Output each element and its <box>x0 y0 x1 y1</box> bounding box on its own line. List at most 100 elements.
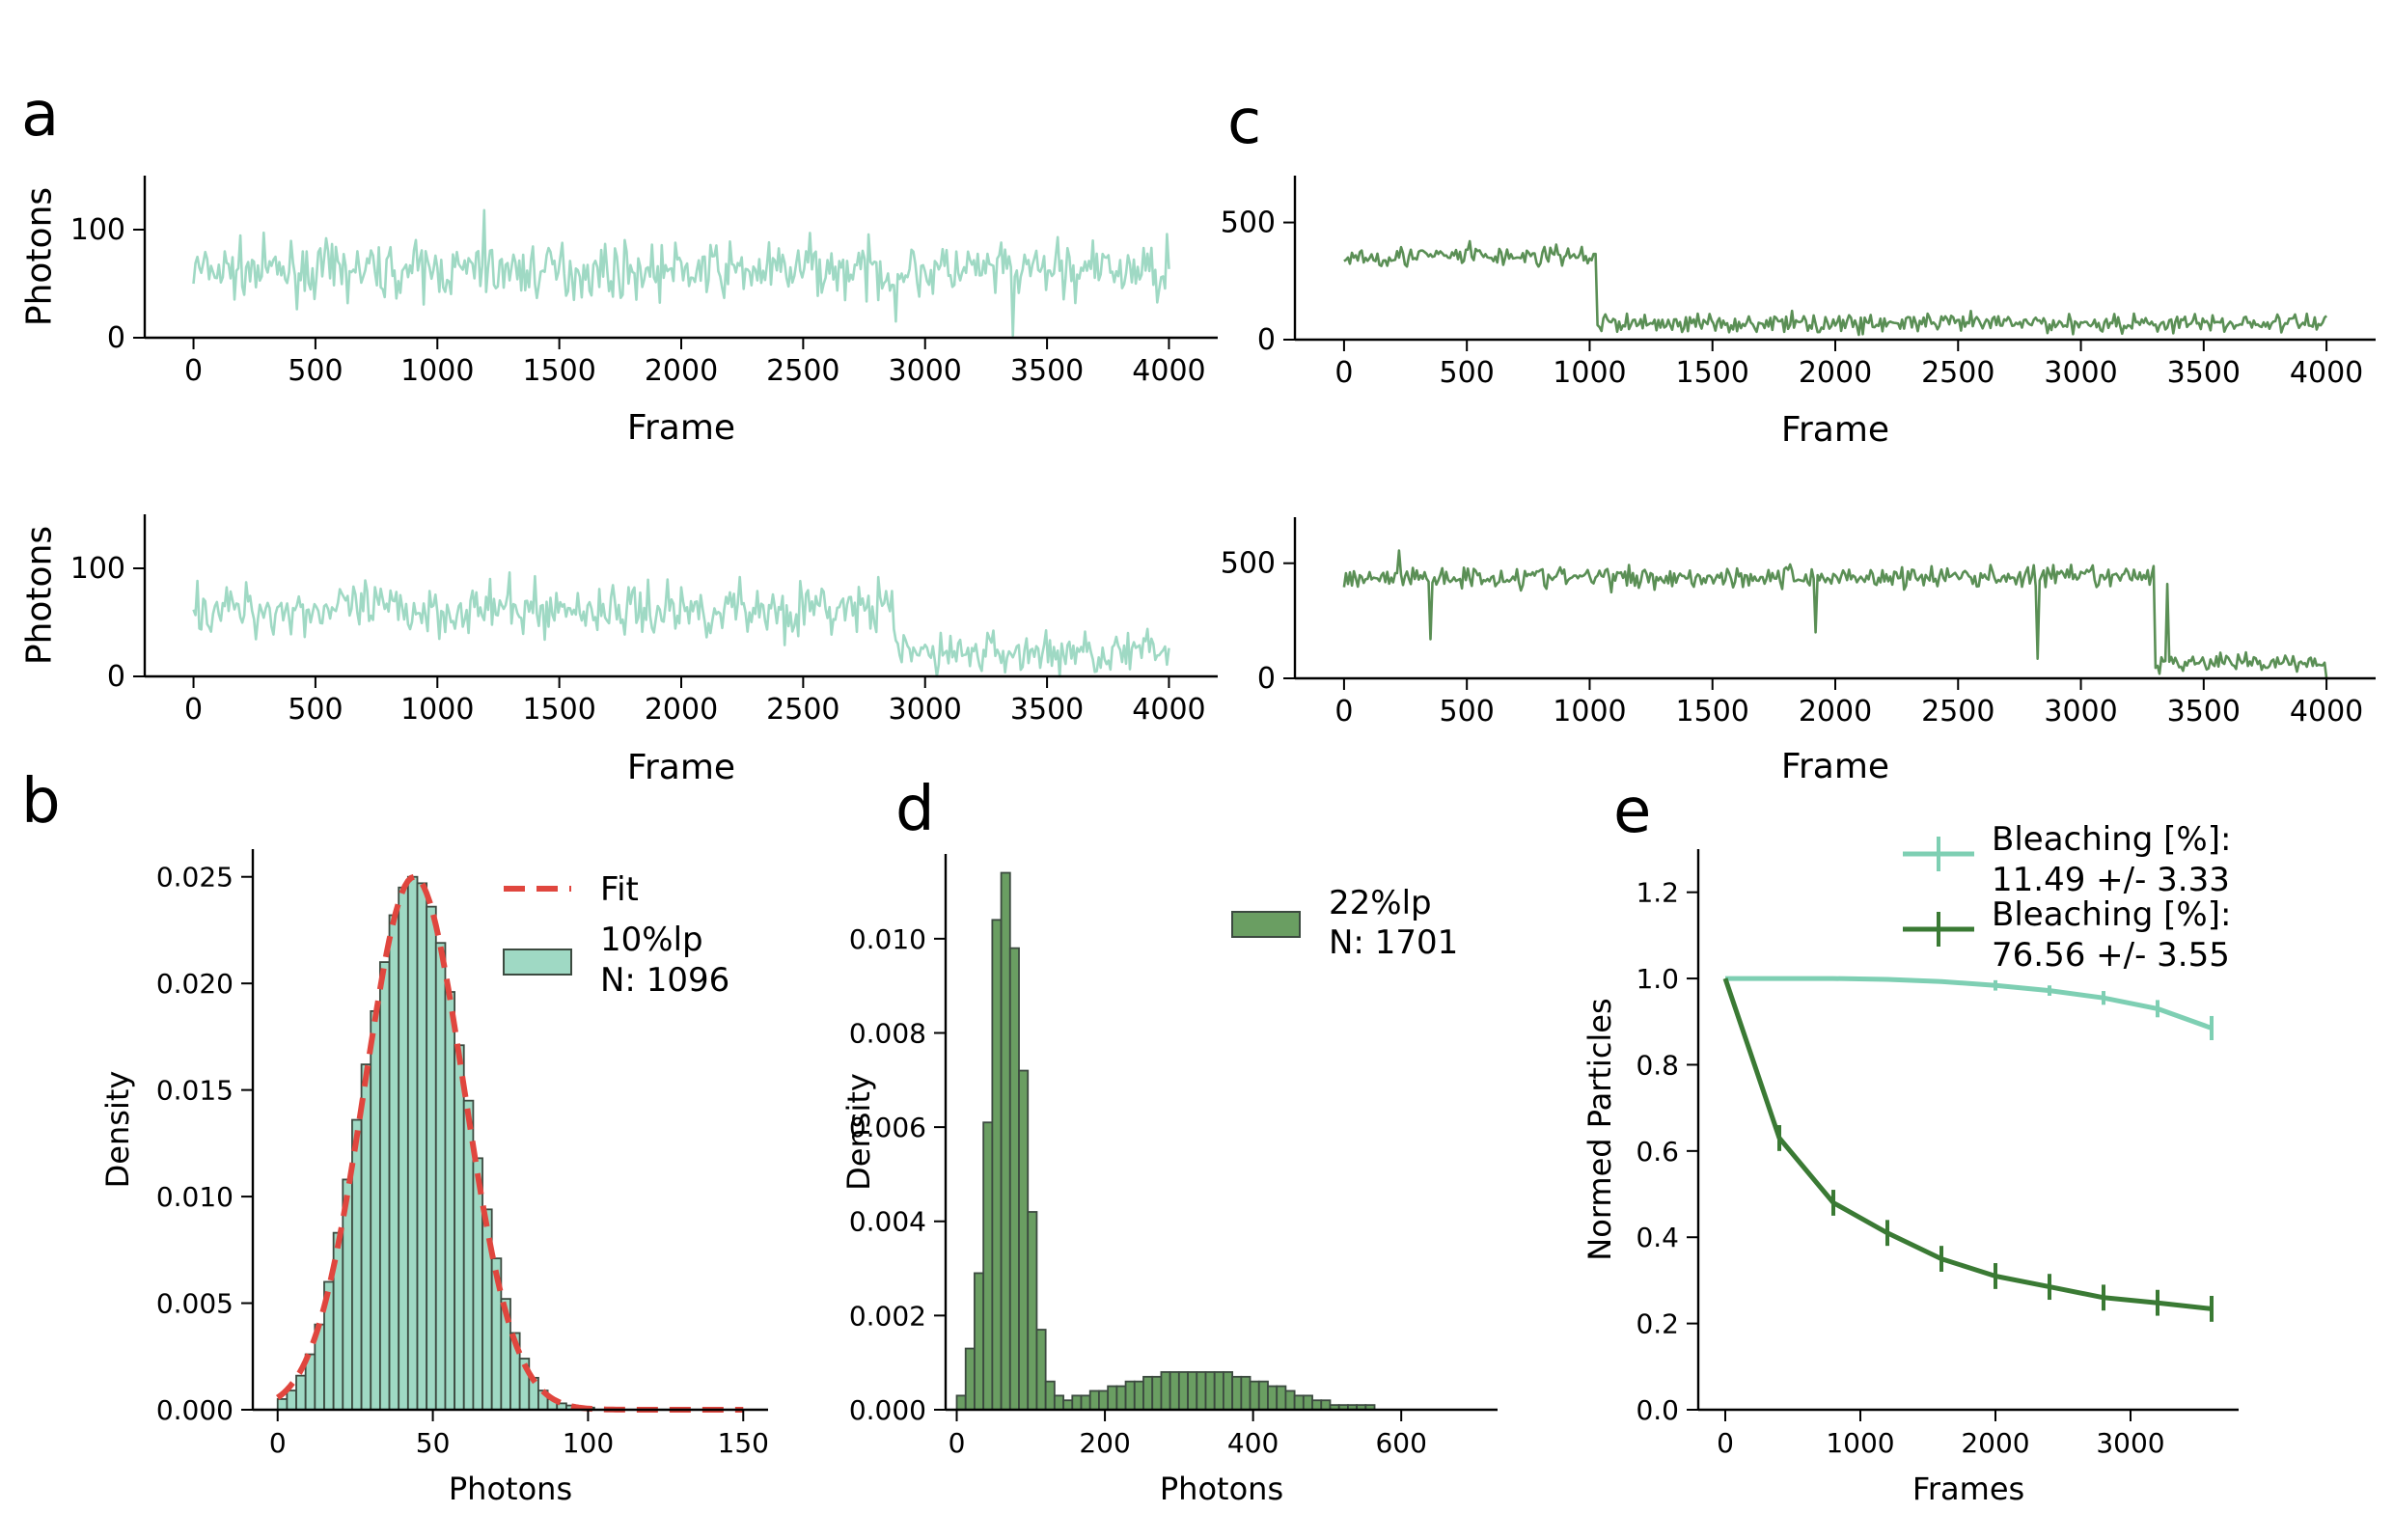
histogram-bar <box>276 1398 289 1411</box>
x-tick-label: 1500 <box>522 354 595 388</box>
histogram-bar <box>1027 1211 1038 1411</box>
histogram-bar <box>1196 1371 1207 1411</box>
x-axis-title: Frame <box>627 408 735 448</box>
y-tick-label: 0.004 <box>849 1206 926 1238</box>
histogram-bar <box>1213 1371 1224 1411</box>
x-tick-label: 3500 <box>1010 354 1084 388</box>
chart-c-top: 0 500 1000 1500 2000 2500 3000 3500 4000 0 500 Fram… <box>1221 176 2376 450</box>
x-tick-label: 3000 <box>889 354 962 388</box>
y-tick-label: 100 <box>70 552 125 586</box>
histogram-bar <box>974 1272 985 1411</box>
x-tick-label: 0 <box>1717 1427 1734 1459</box>
y-tick-label: 0.005 <box>156 1288 234 1320</box>
histogram-bar <box>286 1389 297 1411</box>
histogram-bar <box>1276 1385 1287 1411</box>
y-tick-label: 0.0 <box>1636 1394 1679 1426</box>
x-tick-label: 1000 <box>400 693 474 727</box>
x-axis-title: Photons <box>1160 1471 1283 1507</box>
x-tick-label: 1000 <box>1826 1427 1894 1459</box>
histogram-bar <box>1115 1385 1127 1411</box>
histogram-bar <box>370 1009 381 1411</box>
y-tick-label: 0.008 <box>849 1017 926 1049</box>
x-tick-label: 2000 <box>1799 356 1872 390</box>
x-tick-label: 2500 <box>766 693 839 727</box>
histogram-bar <box>1320 1399 1332 1411</box>
histogram-bar <box>1293 1394 1305 1411</box>
histogram-bar <box>991 919 1003 1411</box>
x-tick-label: 600 <box>1375 1427 1426 1459</box>
histogram-bar <box>1257 1380 1269 1411</box>
y-tick-label: 0.000 <box>156 1394 234 1426</box>
y-axis-title: Density <box>99 1071 136 1189</box>
histogram-bar <box>1044 1380 1056 1411</box>
panel-letter-d: d <box>895 774 935 845</box>
x-tick-label: 3500 <box>1010 693 1084 727</box>
x-tick-label: 3000 <box>889 693 962 727</box>
histogram-bar <box>1053 1394 1064 1411</box>
x-tick-label: 3500 <box>2167 695 2241 729</box>
histogram-bar <box>1000 871 1011 1411</box>
x-tick-label: 200 <box>1079 1427 1130 1459</box>
x-tick-label: 50 <box>416 1427 451 1459</box>
histogram-bar <box>1107 1385 1118 1411</box>
y-tick-label: 0.006 <box>849 1112 926 1143</box>
x-tick-label: 500 <box>288 354 343 388</box>
histogram-bar <box>1249 1380 1260 1411</box>
histogram-bar <box>1062 1399 1074 1411</box>
chart-a-top: 0 500 1000 1500 2000 2500 3000 3500 4000 0 100 Fram… <box>20 176 1218 448</box>
x-tick-label: 4000 <box>2290 356 2363 390</box>
x-tick-label: 3000 <box>2044 356 2117 390</box>
histogram-bar <box>378 961 391 1411</box>
y-tick-label: 0.4 <box>1636 1222 1679 1253</box>
y-tick-label: 0.015 <box>156 1075 234 1107</box>
legend-hist-label: 10%lp <box>600 921 703 959</box>
histogram-bar <box>1124 1380 1136 1411</box>
histogram-bar <box>1018 1069 1030 1411</box>
histogram-bar <box>1098 1389 1110 1411</box>
histogram-bar <box>1133 1380 1144 1411</box>
legend-hist-swatch <box>503 949 572 976</box>
histogram-bar <box>1142 1375 1154 1411</box>
x-axis-title: Photons <box>449 1471 572 1507</box>
histogram-bar <box>1151 1375 1163 1411</box>
panel-letter-c: c <box>1227 87 1261 158</box>
histogram-bar <box>388 914 400 1411</box>
x-tick-label: 0 <box>1334 695 1353 729</box>
histogram-bar <box>1267 1385 1279 1411</box>
x-tick-label: 4000 <box>1132 693 1205 727</box>
histogram-bar <box>1284 1389 1296 1411</box>
histogram-bar <box>398 886 409 1411</box>
histogram-bar <box>1071 1394 1083 1411</box>
histogram-bar <box>1177 1371 1189 1411</box>
x-tick-label: 3500 <box>2167 356 2241 390</box>
x-tick-label: 1500 <box>522 693 595 727</box>
x-tick-label: 2500 <box>1921 695 1994 729</box>
x-tick-label: 4000 <box>1132 354 1205 388</box>
histogram-bar <box>982 1121 994 1411</box>
histogram-bar <box>1080 1394 1091 1411</box>
x-tick-label: 500 <box>1440 356 1495 390</box>
y-tick-label: 1.2 <box>1636 877 1679 909</box>
x-tick-label: 500 <box>288 693 343 727</box>
trace-line <box>192 570 1170 678</box>
x-tick-label: 0 <box>184 354 203 388</box>
legend-series-value: 11.49 +/- 3.33 <box>1992 861 2230 899</box>
trace-line <box>1342 549 2328 679</box>
y-tick-label: 0 <box>107 660 125 694</box>
histogram-bar <box>472 1157 483 1411</box>
x-tick-label: 0 <box>184 693 203 727</box>
panel-letter-a: a <box>21 79 59 151</box>
x-tick-label: 2000 <box>645 354 718 388</box>
y-tick-label: 0 <box>1257 662 1276 696</box>
x-axis-title: Frame <box>627 748 735 787</box>
x-tick-label: 100 <box>563 1427 614 1459</box>
histogram-bar <box>295 1374 307 1411</box>
x-tick-label: 2000 <box>1799 695 1872 729</box>
x-tick-label: 1000 <box>1553 695 1626 729</box>
x-tick-label: 4000 <box>2290 695 2363 729</box>
histogram-bar <box>1035 1329 1047 1411</box>
y-tick-label: 0.002 <box>849 1300 926 1332</box>
x-tick-label: 3000 <box>2096 1427 2164 1459</box>
x-tick-label: 0 <box>949 1427 966 1459</box>
